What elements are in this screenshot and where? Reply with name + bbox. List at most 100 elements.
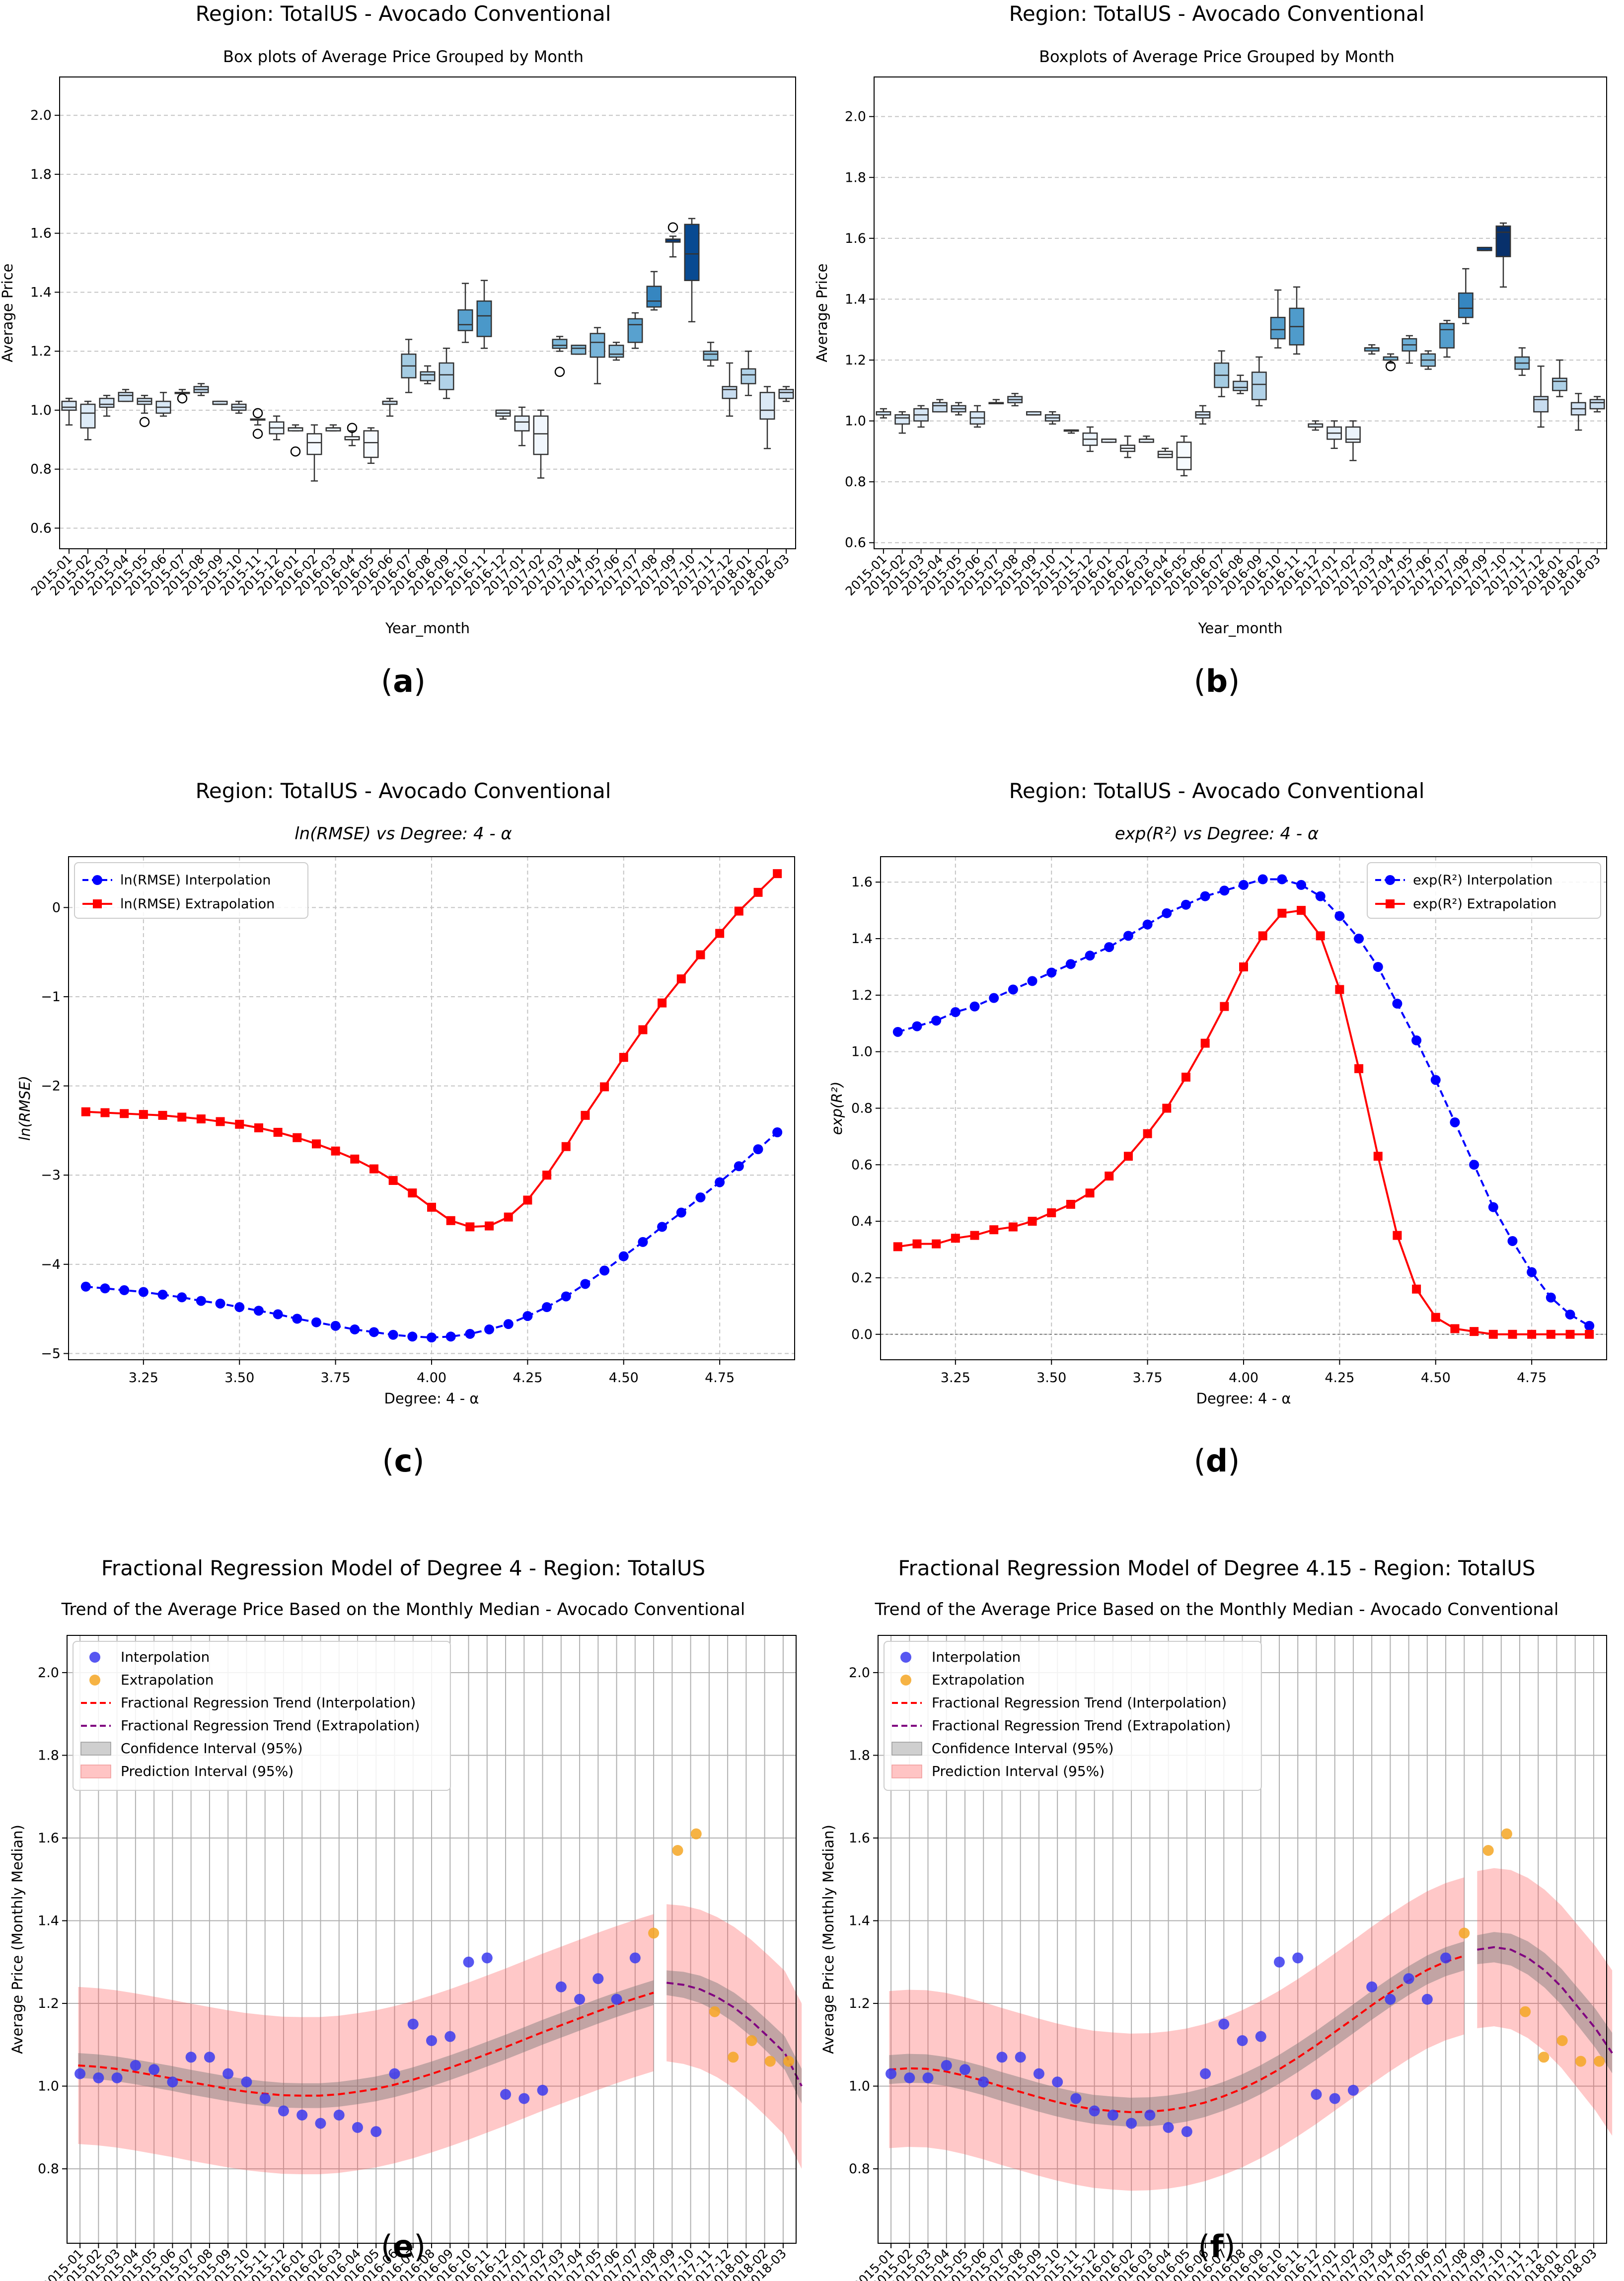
confidence-interval-interpolation — [889, 1941, 1465, 2127]
chart-subtitle: ln(RMSE) vs Degree: 4 - α — [295, 824, 512, 844]
y-tick-label: 0.8 — [845, 474, 866, 490]
box-2017-03 — [552, 336, 568, 377]
interpolation-point — [537, 2084, 548, 2096]
box-2015-07 — [988, 399, 1004, 405]
legend-marker — [900, 1675, 911, 1686]
box-2016-03 — [1138, 435, 1154, 443]
data-point — [912, 1239, 922, 1249]
chart-f: Fractional Regression Model of Degree 4.… — [820, 1556, 1613, 2281]
y-tick-label: 1.4 — [30, 285, 52, 300]
data-point — [753, 1144, 763, 1155]
box-2017-06 — [608, 342, 624, 361]
box-2017-07 — [1439, 320, 1455, 358]
box-2017-02 — [1345, 420, 1361, 461]
y-tick-label: 0 — [52, 900, 61, 915]
box-iqr — [627, 318, 643, 343]
box-2016-01 — [288, 424, 303, 457]
panel-caption-a: (a) — [381, 663, 426, 699]
data-point — [427, 1332, 437, 1343]
interpolation-point — [204, 2052, 215, 2063]
data-point — [522, 1311, 533, 1321]
data-point — [1123, 1152, 1133, 1161]
box-2016-04 — [344, 423, 360, 446]
box-iqr — [759, 392, 775, 420]
data-point — [932, 1239, 941, 1249]
legend-label: Extrapolation — [932, 1672, 1025, 1688]
data-point — [638, 1237, 648, 1247]
y-tick-label: 0.0 — [851, 1327, 873, 1342]
box-iqr — [514, 415, 530, 432]
data-point — [989, 993, 999, 1003]
x-tick-label: 3.75 — [1133, 1370, 1163, 1386]
data-point — [177, 1112, 187, 1122]
data-point — [969, 1001, 980, 1012]
data-point — [1335, 985, 1344, 994]
data-point — [446, 1216, 455, 1225]
y-axis-label: ln(RMSE) — [16, 1076, 33, 1141]
data-point — [1297, 906, 1306, 915]
box-2015-05 — [137, 395, 152, 427]
trend-line-extrapolation — [1477, 1946, 1613, 2054]
data-point — [580, 1279, 591, 1289]
y-tick-label: 1.2 — [849, 1996, 870, 2011]
y-tick-label: −5 — [41, 1346, 61, 1361]
data-point — [734, 1161, 744, 1172]
interpolation-point — [1421, 1993, 1433, 2005]
data-point — [950, 1007, 960, 1018]
data-point — [1085, 1188, 1095, 1198]
extrapolation-point — [690, 1828, 702, 1840]
y-tick-label: −1 — [41, 989, 61, 1005]
box-2016-08 — [420, 365, 436, 384]
chart-subtitle: Boxplots of Average Price Grouped by Mon… — [1039, 47, 1395, 66]
box-iqr — [1589, 399, 1605, 410]
prediction-interval-extrapolation — [666, 1904, 802, 2169]
chart-title: Region: TotalUS - Avocado Conventional — [1009, 779, 1425, 803]
data-point — [1431, 1313, 1440, 1322]
data-point — [273, 1127, 283, 1137]
data-point — [912, 1021, 922, 1031]
legend-marker — [89, 1652, 100, 1663]
box-2017-08 — [646, 271, 662, 311]
legend-label: ln(RMSE) Interpolation — [120, 873, 271, 888]
legend: Interpolation Extrapolation Fractional Reg… — [884, 1641, 1262, 1791]
box-2015-03 — [99, 395, 115, 417]
box-iqr — [646, 286, 662, 308]
outlier-point — [252, 408, 263, 419]
data-point — [216, 1117, 225, 1126]
box-2018-02 — [1570, 393, 1586, 431]
data-point — [618, 1251, 629, 1261]
plot-frame — [68, 856, 795, 1360]
y-axis-label: Average Price — [813, 263, 830, 362]
box-iqr — [552, 339, 568, 349]
interpolation-point — [1273, 1956, 1285, 1968]
data-point — [484, 1324, 495, 1334]
box-2016-07 — [1214, 350, 1230, 397]
y-tick-label: 1.8 — [30, 167, 52, 182]
box-iqr — [590, 333, 605, 358]
data-point — [1470, 1327, 1479, 1336]
x-tick-label: 4.50 — [1421, 1370, 1451, 1386]
series-extrapolation — [893, 906, 1594, 1339]
interpolation-point — [1347, 2084, 1359, 2096]
outlier-point — [177, 393, 188, 404]
box-2017-09 — [1476, 246, 1492, 251]
data-point — [157, 1289, 168, 1300]
data-point — [1277, 908, 1287, 918]
data-point — [1450, 1117, 1460, 1127]
y-tick-label: 1.6 — [851, 875, 873, 890]
extrapolation-point — [1520, 2006, 1531, 2017]
legend-label: ln(RMSE) Extrapolation — [120, 896, 275, 912]
box-2015-05 — [951, 402, 966, 416]
box-2015-03 — [913, 405, 929, 428]
x-tick-label: 3.25 — [941, 1370, 970, 1386]
box-iqr — [778, 389, 794, 399]
box-2017-01 — [514, 406, 530, 446]
interpolation-point — [941, 2060, 952, 2071]
interpolation-point — [1218, 2018, 1230, 2030]
box-2017-03 — [1364, 344, 1380, 355]
legend-label: Fractional Regression Trend (Extrapolati… — [932, 1717, 1231, 1734]
box-2015-02 — [80, 400, 96, 441]
data-point — [234, 1302, 245, 1313]
box-2016-06 — [1195, 405, 1211, 425]
box-iqr — [306, 433, 322, 455]
